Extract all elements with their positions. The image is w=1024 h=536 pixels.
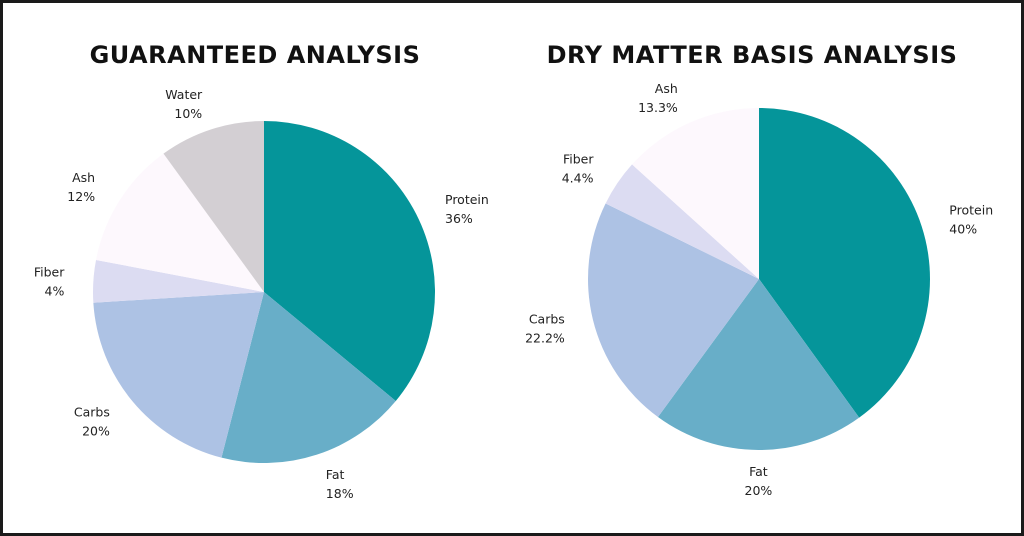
slice-value-carbs: 20%: [82, 424, 110, 439]
pie-slice-ash: [96, 153, 264, 292]
pie-slice-fat: [657, 279, 860, 450]
slice-value-fiber: 4%: [45, 283, 65, 298]
slice-label-fat: Fat: [326, 467, 345, 482]
pie-slice-protein: [759, 108, 930, 418]
chart-title-dry-matter: DRY MATTER BASIS ANALYSIS: [547, 41, 958, 69]
pie-slice-water: [163, 121, 264, 292]
slice-value-water: 10%: [174, 106, 202, 121]
pie-slice-ash: [632, 108, 759, 279]
slice-value-carbs: 22.2%: [525, 331, 565, 346]
slice-label-protein: Protein: [949, 202, 993, 217]
slice-value-fat: 20%: [745, 483, 773, 498]
pie-slice-protein: [264, 121, 436, 401]
pie-chart-dry-matter: Protein 40% Fat 20% Carbs 22.2% Fiber 4.4% Ash 13…: [525, 81, 993, 498]
slice-label-fiber: Fiber: [563, 152, 594, 167]
slice-value-protein: 36%: [445, 211, 473, 226]
slice-label-fiber: Fiber: [34, 264, 65, 279]
pie-slice-fiber: [605, 164, 759, 279]
pie-slice-fat: [221, 292, 396, 464]
slice-value-ash: 12%: [67, 189, 95, 204]
slice-value-fat: 18%: [326, 486, 354, 501]
slice-value-ash: 13.3%: [638, 100, 678, 115]
pie-slice-fiber: [93, 259, 265, 303]
slice-value-fiber: 4.4%: [562, 171, 594, 186]
pie-slice-carbs: [93, 292, 264, 458]
slice-label-ash: Ash: [72, 170, 95, 185]
chart-title-guaranteed: GUARANTEED ANALYSIS: [90, 41, 421, 69]
slice-label-water: Water: [165, 87, 203, 102]
slice-label-protein: Protein: [445, 192, 489, 207]
slice-label-fat: Fat: [749, 464, 768, 479]
pie-chart-guaranteed: Protein 36% Fat 18% Carbs 20% Fiber 4% Ash 12% Wat…: [34, 87, 489, 501]
slice-label-carbs: Carbs: [74, 405, 110, 420]
slice-value-protein: 40%: [949, 221, 977, 236]
slice-label-carbs: Carbs: [529, 312, 565, 327]
pie-slice-carbs: [588, 203, 759, 417]
slice-label-ash: Ash: [655, 81, 678, 96]
